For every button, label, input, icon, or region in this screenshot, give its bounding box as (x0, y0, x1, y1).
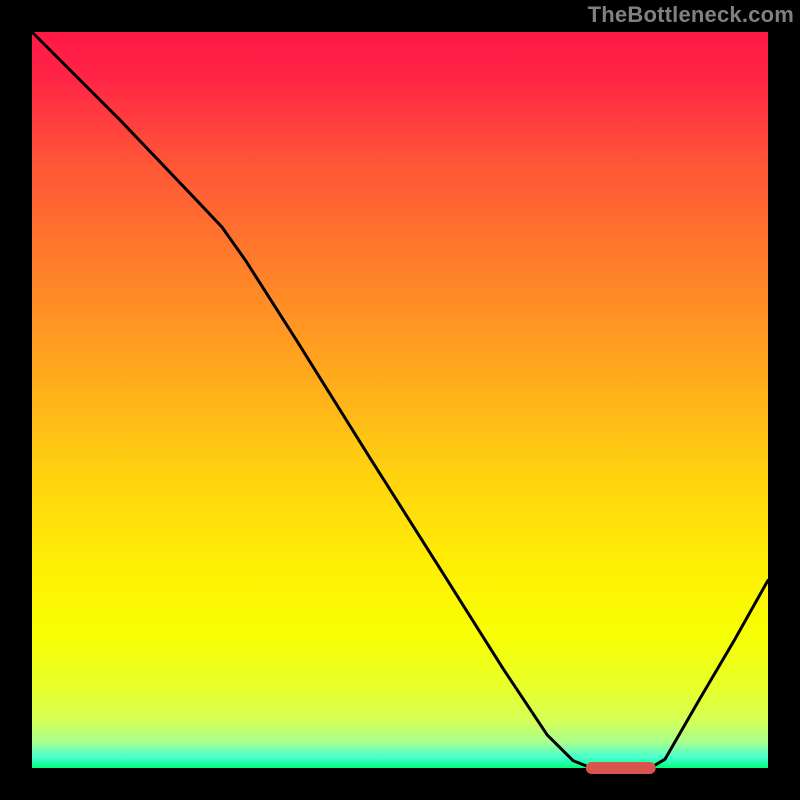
valley-marker (586, 762, 656, 774)
chart-container: { "watermark": { "text": "TheBottleneck.… (0, 0, 800, 800)
bottleneck-chart (0, 0, 800, 800)
